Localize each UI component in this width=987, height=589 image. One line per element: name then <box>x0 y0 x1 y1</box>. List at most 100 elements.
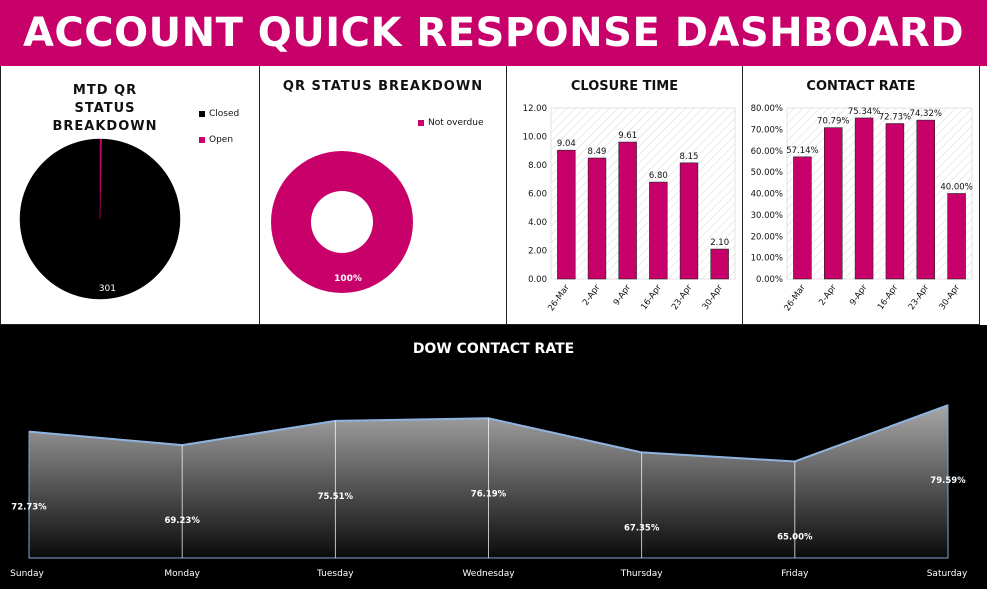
y-tick-label: 10.00 <box>523 133 547 143</box>
x-tick-label: 2-Apr <box>817 283 839 308</box>
x-tick-label: 23-Apr <box>670 283 695 312</box>
bar-9-apr <box>618 141 637 280</box>
qr-status-title: QR STATUS BREAKDOWN <box>282 79 484 94</box>
legend-swatch-closed <box>199 111 205 117</box>
bar-data-label: 40.00% <box>940 183 972 193</box>
y-tick-label: 10.00% <box>751 254 783 264</box>
qr-status-chart: 100% <box>271 151 413 293</box>
bar-data-label: 9.04 <box>557 139 576 149</box>
contact-rate-chart: 0.00% 10.00% 20.00% 30.00% 40.00% 50.00% 60.00… <box>751 104 973 314</box>
x-tick-label: 23-Apr <box>907 283 932 312</box>
bar-16-apr <box>649 181 668 280</box>
contact-rate-title: CONTACT RATE <box>806 79 916 94</box>
x-tick-label: 30-Apr <box>701 283 726 312</box>
legend-label-closed: Closed <box>209 109 240 119</box>
bar-data-label: 2.10 <box>710 238 729 248</box>
y-tick-label: 2.00 <box>528 247 547 257</box>
y-tick-label: 0.00% <box>756 275 783 285</box>
bar-23-apr <box>679 162 699 280</box>
dow-data-label: 65.00% <box>777 533 813 543</box>
bar-data-label: 72.73% <box>879 113 911 123</box>
bar-data-label: 8.49 <box>588 147 607 157</box>
legend-label-open: Open <box>209 135 234 145</box>
y-tick-label: 6.00 <box>528 190 547 200</box>
y-tick-label: 8.00 <box>528 161 547 171</box>
donut-segment-not-overdue <box>271 151 413 293</box>
donut-data-label: 100% <box>334 274 362 284</box>
dashboard-header: ACCOUNT QUICK RESPONSE DASHBOARD <box>0 0 987 66</box>
bar-data-label: 9.61 <box>618 131 637 141</box>
y-tick-label: 40.00% <box>751 190 783 200</box>
mtd-status-panel: MTD QR STATUS BREAKDOWN 301 Closed Open <box>0 66 260 325</box>
mtd-status-chart: 301 <box>19 138 181 300</box>
bar-data-label: 57.14% <box>786 146 818 156</box>
bar-data-label: 6.80 <box>649 171 668 181</box>
x-tick-label: Tuesday <box>316 569 354 579</box>
x-tick-label: Wednesday <box>462 569 515 579</box>
dow-data-label: 79.59% <box>930 476 966 486</box>
closure-time-title: CLOSURE TIME <box>570 79 679 94</box>
bar-data-label: 75.34% <box>848 107 880 117</box>
pie-data-label: 301 <box>99 284 116 294</box>
y-tick-label: 20.00% <box>751 232 783 242</box>
dow-data-label: 75.51% <box>318 492 354 502</box>
bar-16-apr <box>885 123 905 280</box>
dow-data-label: 67.35% <box>624 523 660 533</box>
pie-slice-open <box>99 138 102 220</box>
legend-label-not-overdue: Not overdue <box>428 118 484 128</box>
qr-status-panel: QR STATUS BREAKDOWN 100% Not overdue <box>260 66 507 325</box>
bar-9-apr <box>854 117 874 280</box>
bar-data-label: 70.79% <box>817 117 849 127</box>
legend-item-open: Open <box>199 127 239 153</box>
y-tick-label: 80.00% <box>751 104 783 114</box>
mtd-status-legend: Closed Open <box>199 101 239 153</box>
plot-area <box>550 107 736 280</box>
y-tick-label: 60.00% <box>751 147 783 157</box>
dashboard-title: ACCOUNT QUICK RESPONSE DASHBOARD <box>22 10 965 56</box>
x-tick-label: Sunday <box>10 569 44 579</box>
x-tick-label: Saturday <box>927 569 968 579</box>
x-tick-label: 2-Apr <box>581 283 603 308</box>
x-tick-label: Friday <box>781 569 809 579</box>
y-tick-label: 70.00% <box>751 125 783 135</box>
bar-26-mar <box>793 156 812 280</box>
x-tick-label: 16-Apr <box>639 283 664 312</box>
bar-2-apr <box>587 157 607 280</box>
qr-status-legend: Not overdue <box>418 116 484 130</box>
y-tick-label: 4.00 <box>528 218 547 228</box>
bar-data-label: 8.15 <box>680 152 699 162</box>
dow-contact-rate-title: DOW CONTACT RATE <box>412 341 575 357</box>
x-tick-label: 26-Mar <box>546 283 572 314</box>
closure-time-panel: CLOSURE TIME 0.00 2.00 4.00 6.00 8.00 10.00 12… <box>507 66 743 325</box>
legend-swatch-not-overdue <box>418 120 424 126</box>
y-tick-label: 0.00 <box>528 275 547 285</box>
x-tick-label: 26-Mar <box>783 283 809 314</box>
dow-data-label: 72.73% <box>11 503 47 513</box>
x-tick-label: Thursday <box>620 569 664 579</box>
x-tick-label: 9-Apr <box>848 283 870 308</box>
legend-item-not-overdue: Not overdue <box>418 116 484 130</box>
x-tick-label: 16-Apr <box>876 283 901 312</box>
x-tick-label: Monday <box>164 569 200 579</box>
x-tick-label: 9-Apr <box>612 283 634 308</box>
bar-30-apr <box>710 248 729 280</box>
legend-item-closed: Closed <box>199 101 239 127</box>
contact-rate-panel: CONTACT RATE 0.00% 10.00% 20.00% 30.00% 40.0… <box>743 66 980 325</box>
closure-time-chart: 0.00 2.00 4.00 6.00 8.00 10.00 12.00 9.04 26-Mar… <box>523 104 736 314</box>
bar-data-label: 74.32% <box>910 109 942 119</box>
dow-data-label: 69.23% <box>164 516 200 526</box>
y-tick-label: 30.00% <box>751 211 783 221</box>
y-tick-label: 12.00 <box>523 104 547 114</box>
bar-30-apr <box>947 193 966 280</box>
dow-contact-rate-chart: 72.73% Sunday 69.23% Monday 75.51% Tuesday 76.… <box>10 404 968 579</box>
bar-2-apr <box>824 127 843 280</box>
dow-contact-rate-panel: DOW CONTACT RATE 72.73% Sunday 69.23% Monda… <box>0 325 987 589</box>
dow-data-label: 76.19% <box>471 489 507 499</box>
legend-swatch-open <box>199 137 205 143</box>
plot-area <box>786 107 973 280</box>
bar-23-apr <box>916 119 935 280</box>
x-tick-label: 30-Apr <box>938 283 963 312</box>
y-tick-label: 50.00% <box>751 168 783 178</box>
bar-26-mar <box>557 149 576 280</box>
mtd-status-title: MTD QR STATUS BREAKDOWN <box>52 83 158 134</box>
